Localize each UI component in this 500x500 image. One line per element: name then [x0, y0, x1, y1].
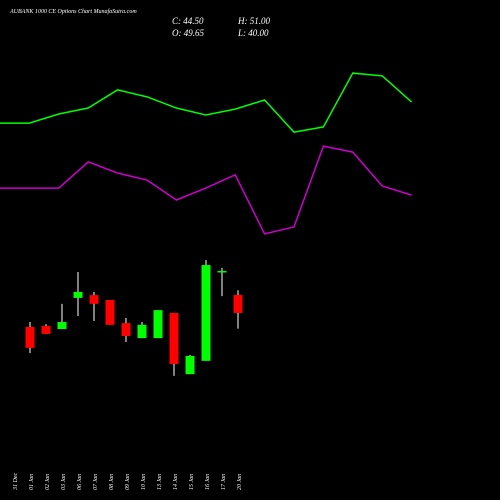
- x-tick-label: 17 Jan: [221, 474, 227, 490]
- candle-body: [169, 312, 179, 364]
- high-label: H: 51.00: [237, 16, 270, 26]
- candle-body: [73, 291, 83, 298]
- candle-body: [121, 323, 131, 337]
- low-label: L: 40.00: [237, 28, 269, 38]
- candle-body: [137, 324, 147, 339]
- chart-title: AUBANK 1000 CE Options Chart MunafaSutra…: [9, 8, 137, 15]
- x-tick-label: 01 Jan: [29, 474, 35, 490]
- x-tick-label: 10 Jan: [141, 474, 147, 490]
- x-tick-label: 08 Jan: [109, 474, 115, 490]
- candle-body: [217, 270, 227, 273]
- candle-body: [89, 295, 99, 304]
- x-tick-label: 03 Jan: [61, 474, 67, 490]
- candle-body: [25, 326, 35, 348]
- x-tick-label: 13 Jan: [157, 474, 163, 490]
- close-label: C: 44.50: [172, 16, 204, 26]
- x-tick-label: 09 Jan: [125, 474, 131, 490]
- candle-body: [105, 300, 115, 325]
- x-tick-label: 14 Jan: [172, 474, 179, 490]
- candle-body: [153, 310, 163, 339]
- x-tick-label: 06 Jan: [77, 474, 83, 490]
- x-tick-label: 15 Jan: [189, 474, 195, 490]
- x-tick-label: 20 Jan: [237, 474, 243, 490]
- x-tick-label: 16 Jan: [205, 474, 211, 490]
- line-series: [0, 72, 413, 133]
- x-tick-label: 02 Jan: [45, 474, 51, 490]
- candle-body: [201, 265, 211, 361]
- candle-body: [233, 294, 243, 313]
- candle-body: [57, 322, 67, 330]
- line-series: [0, 145, 412, 235]
- x-tick-label: 31 Dec: [13, 473, 19, 491]
- candle-body: [41, 325, 51, 334]
- open-label: O: 49.65: [172, 28, 204, 38]
- candle-body: [185, 355, 195, 375]
- x-tick-label: 07 Jan: [93, 474, 99, 490]
